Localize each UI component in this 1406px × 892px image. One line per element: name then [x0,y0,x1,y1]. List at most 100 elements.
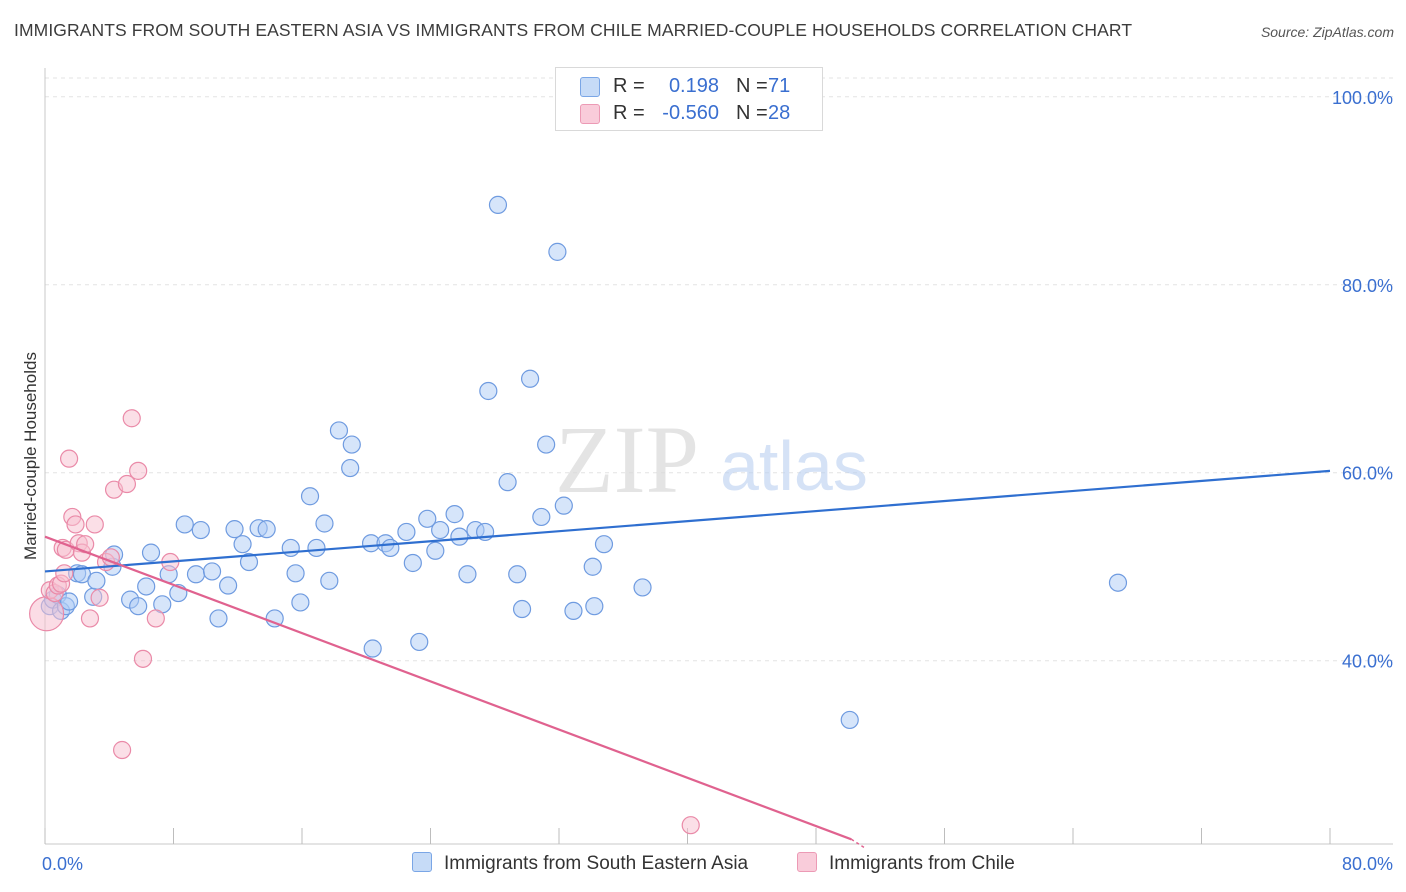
data-point [80,609,100,628]
data-point [342,435,361,454]
data-point [397,522,416,542]
axes [44,68,1393,845]
bottom-legend-swatch-series1 [412,852,432,872]
data-point [341,458,360,478]
data-point [66,515,85,534]
data-point [291,593,310,612]
data-point [137,577,156,596]
data-point [146,609,165,628]
legend-swatch-series2 [580,104,600,124]
trend-line-extension [850,838,866,849]
data-point [29,596,65,632]
y-tick-label: 80.0% [1342,276,1393,296]
trend-line [44,469,1331,573]
data-point [594,535,614,554]
legend-r-value: -0.560 [662,102,719,124]
data-point [410,632,429,652]
data-point [112,740,132,760]
x-tick-label: 80.0% [1342,854,1393,874]
data-point [281,538,300,558]
data-point [840,710,859,730]
data-point [320,571,339,590]
data-point [498,473,517,492]
data-point [233,535,252,554]
data-point [59,449,79,468]
data-point [239,552,259,572]
data-point [512,599,532,619]
data-point [186,565,206,584]
data-point [202,562,222,581]
source-label: Source: ZipAtlas.com [1260,24,1394,40]
data-point [55,564,74,583]
legend-n-value: 28 [768,102,791,124]
data-point [257,520,276,539]
y-tick-label: 40.0% [1342,652,1393,672]
data-point [426,541,445,560]
data-point [681,816,700,835]
data-point [548,242,567,261]
data-point [363,639,382,658]
data-point [209,609,228,628]
legend-n-label: N = [736,75,768,97]
series-chile [29,409,700,835]
trend-line [44,535,852,841]
legend-r-label: R = [613,75,645,97]
data-point [175,515,194,534]
bottom-legend-swatch-series2 [797,852,817,872]
legend-swatch-series1 [580,77,600,97]
data-point [479,381,498,401]
watermark-atlas: atlas [720,427,868,505]
data-point [431,520,450,540]
data-point [129,597,148,616]
data-point [85,515,104,534]
data-point [133,649,153,668]
data-point [445,505,464,524]
data-point [564,601,583,621]
tick-labels: 100.0% 80.0% 60.0% 40.0% 0.0% 80.0% [42,88,1393,874]
chart-title: IMMIGRANTS FROM SOUTH EASTERN ASIA VS IM… [14,20,1133,40]
y-axis-label: Married-couple Households [21,352,40,560]
data-point [191,520,210,540]
data-point [418,509,437,528]
legend-n-value: 71 [768,75,791,97]
legend-n-label: N = [736,102,768,124]
data-point [286,564,305,583]
trend-lines [44,469,1331,849]
data-point [225,520,244,539]
bottom-legend-label-series1: Immigrants from South Eastern Asia [444,853,749,874]
data-point [585,597,604,616]
legend-row-series1: R = 0.198 N = 71 [556,72,822,100]
data-point [265,609,284,628]
data-point [508,565,527,584]
bottom-legend-label-series2: Immigrants from Chile [829,853,1015,874]
data-point [117,474,137,494]
data-point [307,538,326,558]
bottom-legend-series1: Immigrants from South Eastern Asia [412,852,748,875]
data-point [141,543,161,562]
data-point [300,487,320,506]
data-point [381,538,400,558]
data-point [90,588,109,607]
data-point [583,557,602,576]
data-point [488,195,508,214]
legend-r-label: R = [613,102,645,124]
watermark-zip: ZIP [555,406,699,513]
data-point [537,435,556,454]
data-point [87,571,106,590]
data-point [520,369,540,388]
data-point [129,461,148,480]
data-point [219,576,238,595]
data-point [122,409,141,428]
data-point [329,421,349,440]
data-point [458,565,477,584]
x-tick-label: 0.0% [42,854,83,874]
data-point [450,527,469,546]
data-point [403,553,422,573]
data-point [1108,573,1128,592]
data-point [633,578,652,597]
y-tick-label: 100.0% [1332,88,1393,108]
data-point [554,496,573,515]
data-point [315,514,334,533]
gridlines [45,77,1393,662]
